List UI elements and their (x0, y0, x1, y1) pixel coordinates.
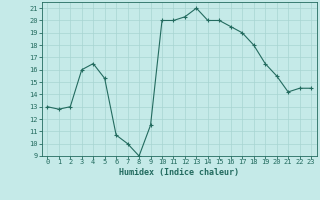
X-axis label: Humidex (Indice chaleur): Humidex (Indice chaleur) (119, 168, 239, 177)
